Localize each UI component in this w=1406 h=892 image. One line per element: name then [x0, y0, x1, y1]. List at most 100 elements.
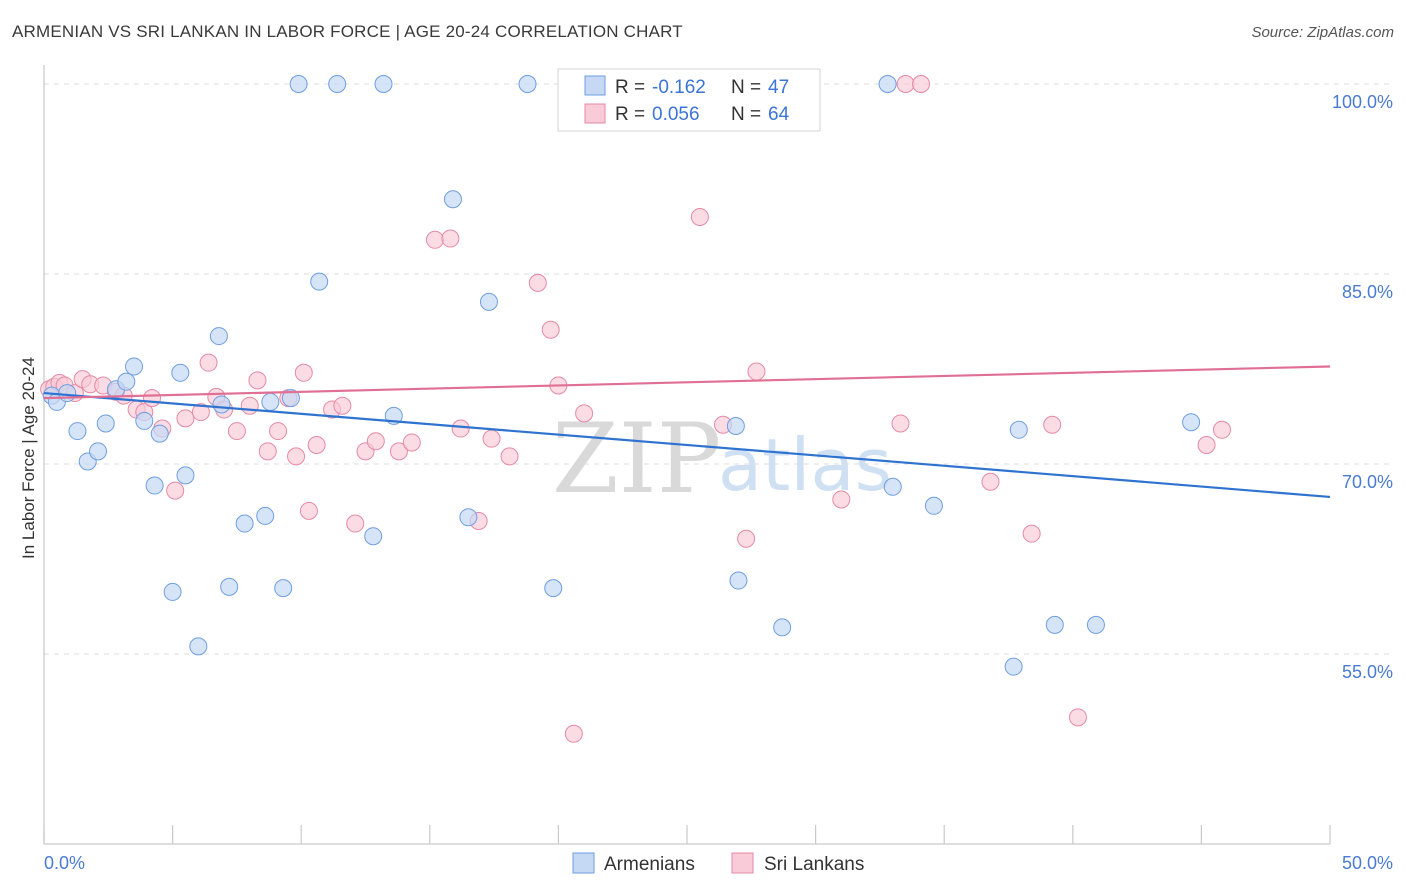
srilankan-point: [258, 442, 277, 461]
armenian-point: [163, 582, 182, 601]
srilankan-point: [389, 442, 408, 461]
srilankan-point: [191, 403, 210, 422]
srilankan-r-value: 0.056: [652, 104, 700, 125]
y-tick-label: 70.0%: [1342, 472, 1393, 492]
legend-armenians-swatch: [572, 852, 595, 874]
srilankan-point: [333, 396, 352, 415]
armenian-point: [209, 327, 228, 346]
y-axis-title: In Labor Force | Age 20-24: [19, 357, 38, 559]
armenian-points: [42, 75, 1201, 676]
chart-title: ARMENIAN VS SRI LANKAN IN LABOR FORCE | …: [12, 22, 683, 41]
srilankan-point: [441, 229, 460, 248]
series-legend: Armenians Sri Lankans: [572, 852, 864, 875]
armenian-point: [89, 442, 108, 461]
armenian-point: [310, 272, 329, 291]
armenian-point: [1009, 420, 1028, 439]
legend-srilankans-swatch: [731, 852, 754, 874]
armenian-point: [729, 571, 748, 590]
armenian-point: [68, 422, 87, 441]
srilankan-point: [528, 273, 547, 292]
armenian-point: [176, 466, 195, 485]
x-tick-label-max: 50.0%: [1342, 853, 1393, 873]
srilankan-point: [575, 404, 594, 423]
srilankan-point: [1068, 708, 1087, 727]
armenian-point: [518, 75, 537, 93]
armenian-point: [58, 384, 77, 403]
srilankan-point: [240, 396, 259, 415]
armenian-point: [479, 292, 498, 311]
armenian-point: [878, 75, 897, 93]
armenian-point: [328, 75, 347, 93]
srilankan-point: [299, 501, 318, 520]
legend-armenians-label: Armenians: [604, 854, 695, 875]
srilankan-point: [176, 409, 195, 428]
armenian-point: [773, 618, 792, 637]
srilankan-point: [402, 433, 421, 452]
srilankan-point: [287, 447, 306, 466]
srilankan-point: [747, 362, 766, 381]
srilankan-point: [199, 353, 218, 372]
zipatlas-watermark: ZIP atlas: [552, 403, 892, 515]
srilankan-point: [891, 414, 910, 433]
srilankan-n-value: 64: [768, 104, 790, 125]
srilankan-point: [1212, 420, 1231, 439]
armenian-point: [145, 476, 164, 495]
srilankan-n-label: N =: [731, 104, 761, 125]
srilankan-swatch: [584, 103, 606, 124]
srilankan-point: [500, 447, 519, 466]
armenian-point: [544, 579, 563, 598]
armenian-point: [150, 424, 169, 443]
armenian-point: [171, 363, 190, 382]
armenian-trend-line: [43, 391, 1331, 499]
armenian-point: [220, 577, 239, 596]
armenian-point: [1045, 615, 1064, 634]
armenian-n-value: 47: [768, 77, 789, 98]
armenian-point: [117, 372, 136, 391]
armenian-r-label: R =: [615, 77, 645, 98]
srilankan-point: [1043, 415, 1062, 434]
srilankan-point: [143, 389, 162, 408]
armenian-point: [1086, 615, 1105, 634]
armenian-point: [883, 477, 902, 496]
x-tick-label-min: 0.0%: [44, 853, 85, 873]
armenian-point: [1004, 657, 1023, 676]
armenian-point: [281, 389, 300, 408]
stats-legend: R = -0.162 N = 47 R = 0.056 N = 64: [557, 68, 821, 132]
srilankan-trend-line: [43, 365, 1331, 400]
armenian-point: [274, 579, 293, 598]
srilankan-point: [269, 422, 288, 441]
srilankan-point: [690, 208, 709, 226]
srilankan-point: [307, 436, 326, 454]
source-label: Source: ZipAtlas.com: [1251, 24, 1394, 41]
y-tick-label: 100.0%: [1332, 92, 1393, 112]
srilankan-point: [248, 371, 267, 390]
trend-lines: [43, 365, 1331, 499]
armenian-point: [96, 414, 115, 433]
armenian-point: [261, 392, 280, 411]
srilankan-point: [346, 514, 365, 533]
srilankan-r-label: R =: [615, 104, 645, 125]
srilankan-point: [541, 320, 560, 339]
armenian-point: [459, 508, 478, 527]
srilankan-point: [227, 422, 246, 441]
y-tick-label: 85.0%: [1342, 282, 1393, 302]
srilankan-point: [294, 363, 313, 382]
axes: [43, 65, 1331, 845]
armenian-point: [135, 411, 154, 430]
srilankan-point: [564, 724, 583, 743]
y-tick-labels: 100.0% 85.0% 70.0% 55.0%: [1332, 92, 1393, 682]
y-tick-label: 55.0%: [1342, 662, 1393, 682]
armenian-point: [125, 357, 144, 376]
armenian-point: [235, 514, 254, 533]
armenian-point: [212, 395, 231, 414]
srilankan-point: [737, 529, 756, 548]
armenian-point: [443, 190, 462, 209]
srilankan-point: [896, 75, 915, 93]
srilankan-point: [981, 472, 1000, 491]
armenian-point: [289, 75, 308, 93]
srilankan-point: [1022, 524, 1041, 543]
srilankan-point: [1197, 436, 1216, 454]
armenian-point: [374, 75, 393, 93]
armenian-point: [924, 496, 943, 515]
